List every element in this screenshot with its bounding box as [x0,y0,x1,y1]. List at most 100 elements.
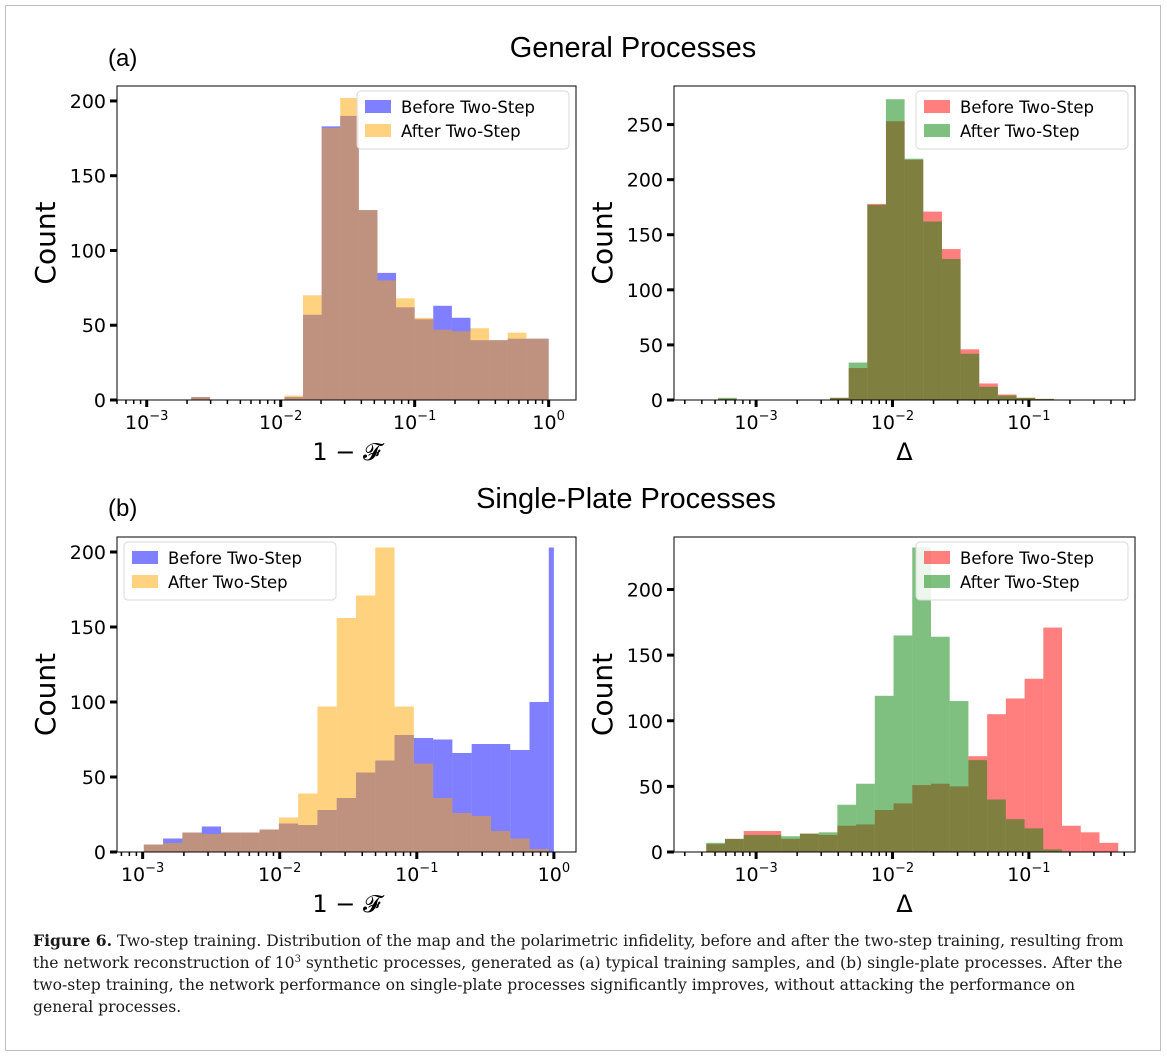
ytick-label: 150 [70,166,106,188]
y-axis-label: Count [29,201,62,284]
bar-orange-18 [526,338,545,400]
panel-a-fidelity: 0 50 100 150 200 10−3 10−2 10−1 100 1 − 𝓕 Count Bef… [29,85,577,466]
legend-label: After Two-Step [401,122,521,141]
ytick-label: 200 [70,91,106,113]
bar-orange-5 [240,832,260,852]
bar-green-16 [1016,397,1036,400]
legend-label: After Two-Step [168,573,288,592]
legend-label: Before Two-Step [401,98,535,117]
bar-green-14 [979,386,998,400]
bar-orange-5 [284,395,304,400]
bar-orange-6 [303,295,322,400]
legend-label: After Two-Step [960,122,1080,141]
legend-label: Before Two-Step [960,98,1094,117]
xtick-label: 10−2 [871,861,914,886]
xtick-label: 10−3 [734,861,777,886]
bar-green-0 [706,842,725,852]
ytick-label: 0 [651,842,663,864]
bar-green-2 [743,834,763,852]
legend-swatch-blue [132,551,158,564]
bar-green-14 [968,760,988,852]
bar-orange-9 [358,210,378,400]
bar-orange-2 [182,832,202,852]
bar-green-8 [856,783,875,852]
axes-frame [116,85,577,401]
axes-frame [116,536,577,853]
bar-orange-16 [489,340,508,400]
bar-green-15 [987,799,1006,852]
y-axis-label: Count [29,653,62,736]
bar-green-6 [818,832,838,852]
xtick-label: 10−2 [258,861,301,886]
ytick-label: 0 [651,390,663,412]
bar-green-17 [1035,398,1054,400]
bar-orange-12 [375,547,395,852]
ytick-label: 250 [627,115,663,137]
bar-red-18 [1043,627,1063,852]
bar-green-10 [893,635,913,852]
axes-frame [673,85,1136,401]
row-a-title: General Processes [510,32,757,64]
ytick-label: 0 [94,842,106,864]
bar-green-10 [904,158,924,400]
ytick-label: 100 [627,280,663,302]
bar-orange-20 [529,849,549,852]
bar-orange-3 [201,834,222,852]
ytick-label: 100 [627,711,663,733]
bar-green-11 [912,547,931,852]
xtick-label: 10−3 [734,409,777,434]
x-axis-label: Δ [896,438,913,466]
bar-orange-8 [298,793,318,852]
bar-orange-13 [433,329,452,400]
bar-orange-8 [340,97,359,400]
bar-blue-18 [490,744,511,852]
bar-orange-15 [470,328,490,400]
legend-label: Before Two-Step [960,549,1094,568]
ytick-label: 50 [82,315,106,337]
bar-green-7 [837,804,857,852]
x-axis-label: 1 − 𝓕 [312,438,385,466]
legend-box [915,90,1129,150]
bar-green-1 [724,838,744,852]
panel-b-delta: 0 50 100 150 200 10−3 10−2 10−1 Δ Count Before Two… [586,536,1136,918]
row-b-title: Single-Plate Processes [476,483,776,515]
ytick-label: 50 [82,767,106,789]
caption-text-2: synthetic processes, generated as (a) ty… [33,954,1123,1016]
bar-orange-0 [191,397,211,400]
xtick-label: 10−3 [125,409,168,434]
bar-orange-19 [544,338,549,400]
bar-orange-7 [321,127,341,400]
bar-green-6 [830,397,849,400]
legend-box [356,90,570,150]
row-b-label: (b) [108,495,137,522]
legend-box [123,541,337,601]
xtick-label: 10−1 [393,409,436,434]
bar-orange-15 [433,798,453,852]
bar-orange-13 [394,706,414,852]
bar-orange-11 [396,298,415,400]
legend-label: After Two-Step [960,573,1080,592]
bar-orange-0 [143,844,164,852]
xtick-label: 10−1 [1007,409,1050,434]
ytick-label: 150 [627,225,663,247]
y-axis-label: Count [586,653,619,736]
x-axis-label: Δ [896,890,913,918]
bar-orange-4 [221,832,241,852]
xtick-label: 10−1 [1007,861,1050,886]
figure-caption: Figure 6. Two-step training. Distributio… [33,930,1133,1018]
caption-text-1: Two-step training. Distribution of the m… [33,932,1124,972]
bar-green-13 [949,701,969,852]
bar-blue-21 [548,547,554,852]
ytick-label: 50 [639,776,663,798]
caption-sup: 3 [294,953,301,965]
bar-green-3 [762,834,782,852]
bar-green-12 [930,636,950,852]
bar-green-12 [941,258,961,400]
ytick-label: 150 [70,617,106,639]
xtick-label: 10−2 [871,409,914,434]
row-a-label: (a) [108,45,137,72]
axes-frame [673,536,1136,853]
bar-green-11 [923,221,942,400]
bar-green-5 [799,833,819,852]
caption-label: Figure 6. [33,931,113,950]
